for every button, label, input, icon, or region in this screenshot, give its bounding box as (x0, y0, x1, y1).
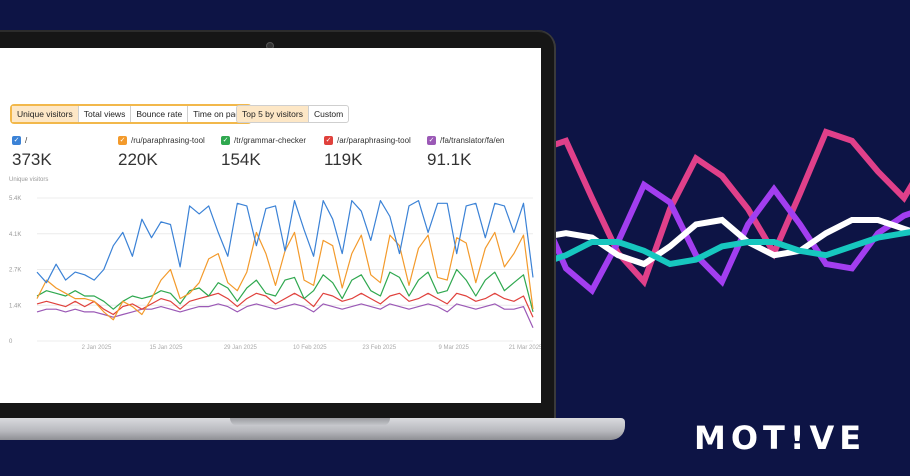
y-axis-label: Unique visitors (9, 177, 49, 183)
legend-item[interactable]: ✓ /ru/paraphrasing-tool 220K (118, 136, 205, 170)
tab-time-on-page[interactable]: Time on page (187, 106, 250, 122)
legend-value: 91.1K (427, 150, 472, 169)
x-tick-label: 9 Mar 2025 (438, 345, 469, 351)
laptop-screen: Unique visitors Total views Bounce rate … (0, 48, 541, 403)
y-tick-label: 1.4K (9, 303, 21, 309)
series-line (36, 200, 534, 284)
series-line (36, 268, 534, 313)
legend-path: / (25, 136, 28, 145)
x-tick-label: 10 Feb 2025 (293, 345, 327, 351)
decor-wave (539, 128, 910, 288)
decor-wave (537, 180, 910, 296)
legend-path: /fa/translator/fa/en (440, 136, 505, 145)
tab-bounce-rate[interactable]: Bounce rate (130, 106, 188, 122)
checkbox-checked-icon[interactable]: ✓ (221, 136, 230, 145)
x-tick-label: 21 Mar 2025 (509, 345, 541, 351)
laptop-base (0, 418, 625, 440)
series-line (36, 303, 534, 329)
x-tick-label: 2 Jan 2025 (82, 345, 112, 351)
checkbox-checked-icon[interactable]: ✓ (427, 136, 436, 145)
legend-item[interactable]: ✓ /tr/grammar-checker 154K (221, 136, 306, 170)
y-tick-label: 2.7K (9, 268, 21, 274)
x-tick-label: 23 Feb 2025 (362, 345, 396, 351)
legend-value: 373K (12, 150, 52, 169)
x-tick-label: 29 Jan 2025 (224, 345, 258, 351)
legend-item[interactable]: ✓ / 373K (12, 136, 52, 170)
checkbox-checked-icon[interactable]: ✓ (12, 136, 21, 145)
y-tick-label: 4.1K (9, 232, 21, 238)
legend-path: /tr/grammar-checker (234, 136, 307, 145)
decor-wave (539, 229, 910, 268)
laptop-notch (230, 418, 390, 426)
legend-item[interactable]: ✓ /fa/translator/fa/en 91.1K (427, 136, 504, 170)
legend-path: /ru/paraphrasing-tool (131, 136, 205, 145)
checkbox-checked-icon[interactable]: ✓ (118, 136, 127, 145)
visitors-line-chart: 5.4K 4.1K 2.7K 1.4K 0 2 Jan 2025 15 Jan 2025 29… (9, 196, 541, 351)
x-tick-label: 15 Jan 2025 (149, 345, 183, 351)
group-toggle: Top 5 by visitors Custom (236, 105, 350, 123)
legend-item[interactable]: ✓ /ar/paraphrasing-tool 119K (324, 136, 411, 170)
legend-value: 119K (324, 150, 363, 169)
legend-value: 154K (221, 150, 261, 169)
tab-total-views[interactable]: Total views (77, 106, 131, 122)
tab-unique-visitors[interactable]: Unique visitors (12, 106, 78, 122)
tab-custom[interactable]: Custom (307, 106, 348, 122)
series-line (36, 292, 534, 318)
checkbox-checked-icon[interactable]: ✓ (324, 136, 333, 145)
tab-top-5-by-visitors[interactable]: Top 5 by visitors (237, 106, 308, 122)
decor-wave (539, 216, 910, 268)
y-tick-label: 5.4K (9, 196, 21, 202)
legend-value: 220K (118, 150, 158, 169)
y-tick-label: 0 (9, 339, 13, 345)
legend-path: /ar/paraphrasing-tool (337, 136, 411, 145)
brand-logo: MOT!VE (694, 419, 867, 457)
